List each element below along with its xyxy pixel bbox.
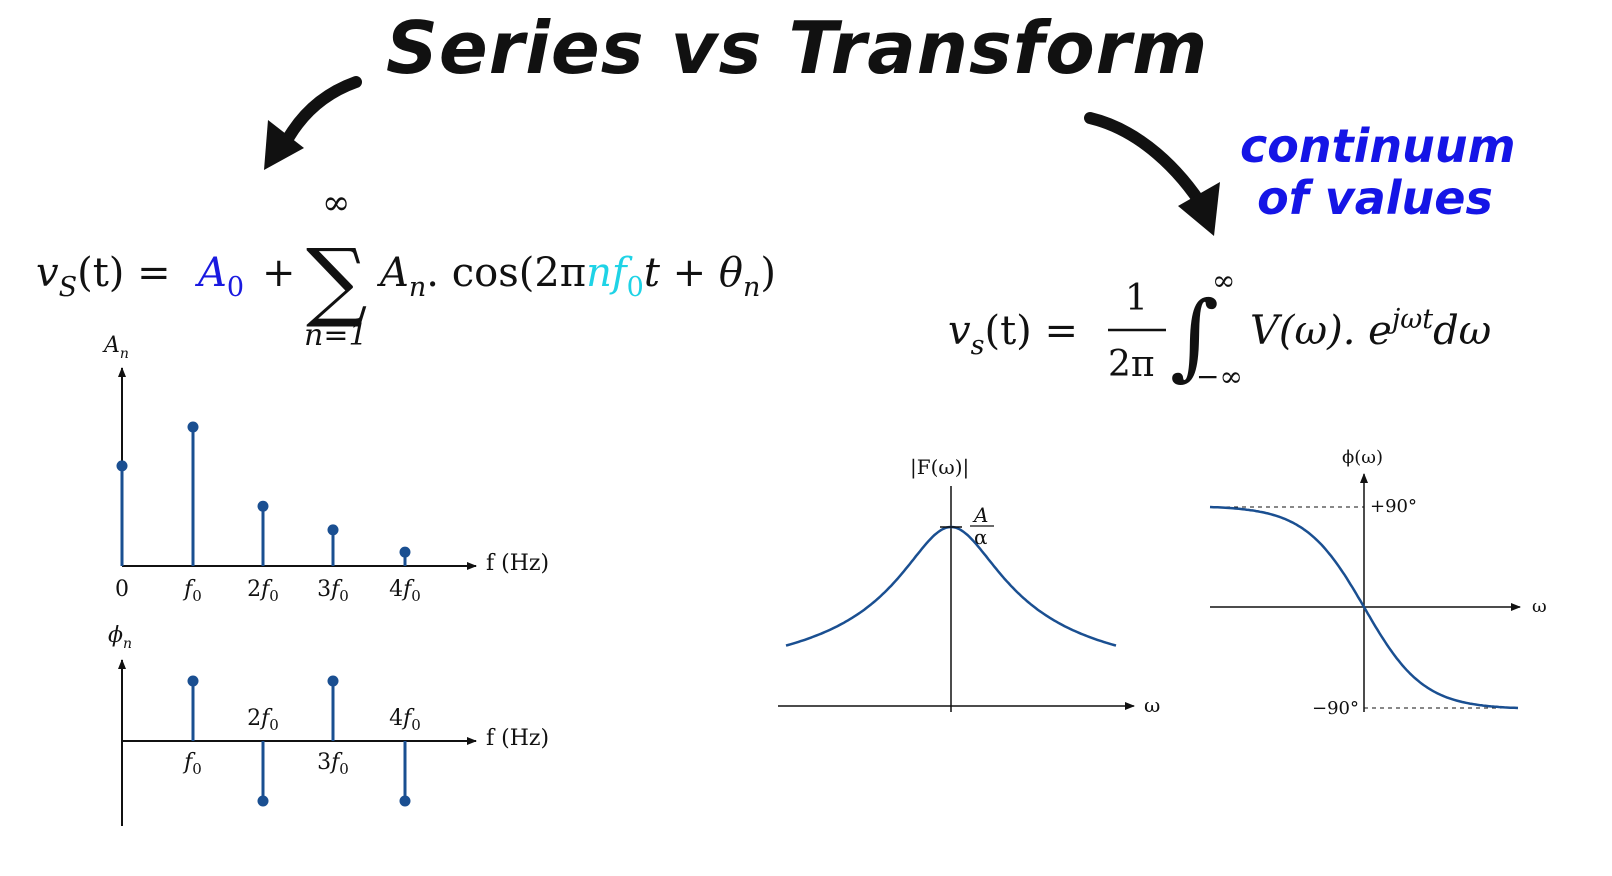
amp-stem-dot <box>257 500 269 512</box>
transform-lhs-v: v <box>948 308 971 354</box>
amp-stem-dot <box>187 421 199 433</box>
svg-text:A0: A0 <box>194 250 244 303</box>
mag-ylabel: |F(ω)| <box>910 455 969 480</box>
fraction-denominator: 2π <box>1108 344 1155 385</box>
phase-stem-dot <box>399 795 411 807</box>
peak-denominator: α <box>974 525 988 549</box>
amp-ylabel-sub: n <box>120 346 129 362</box>
series-f0-sub: 0 <box>627 272 644 303</box>
svg-text:An: An <box>102 333 129 362</box>
peak-numerator: A <box>972 503 988 527</box>
series-theta-sub: n <box>743 272 760 303</box>
amp-stems <box>116 421 411 566</box>
amp-tick-label: 4f0 <box>389 577 421 605</box>
phi-top-label: +90° <box>1370 496 1417 517</box>
transform-body: V(ω). e <box>1250 308 1392 354</box>
svg-text:vs(t) =: vs(t) = <box>948 308 1078 361</box>
magnitude-plot: |F(ω)| A α ω <box>778 455 1160 717</box>
fourier-series-equation: vS(t) = A0 + ∞ ∑ n=1 An. cos(2πnf0t + θn… <box>36 183 776 353</box>
amp-ylabel: A <box>102 333 120 358</box>
svg-text:V(ω). ejωtdω: V(ω). ejωtdω <box>1250 304 1491 354</box>
amp-tick-label: f0 <box>182 577 202 605</box>
phase-ylabel-sub: n <box>123 636 132 652</box>
series-plus: + <box>262 250 296 296</box>
transform-dw: dω <box>1433 308 1491 354</box>
sum-lower-limit: n=1 <box>304 318 368 353</box>
phase-curve <box>1209 505 1519 710</box>
amp-stem-dot <box>399 546 411 558</box>
phase-tick-label: 2f0 <box>247 706 279 734</box>
amp-tick-labels: 0 f0 2f0 3f0 4f0 <box>115 577 421 605</box>
phase-stem-dot <box>327 675 339 687</box>
integral-upper-limit: ∞ <box>1212 264 1235 297</box>
continuum-note: continuum of values <box>1240 119 1516 225</box>
transform-exponent: jωt <box>1387 304 1433 335</box>
series-an-sub: n <box>409 272 426 303</box>
series-a0-sub: 0 <box>227 272 244 303</box>
phase-stem-dot <box>257 795 269 807</box>
note-line-1: continuum <box>1240 119 1516 173</box>
phase-xlabel: f (Hz) <box>486 726 549 751</box>
svg-text:vS(t) =: vS(t) = <box>36 250 171 303</box>
svg-text:ϕn: ϕn <box>108 623 132 652</box>
phase-stems <box>187 675 411 807</box>
amp-tick-label: 3f0 <box>317 577 349 605</box>
phase-tick-label: f0 <box>182 750 202 778</box>
fraction-numerator: 1 <box>1125 278 1148 319</box>
integral-lower-limit: −∞ <box>1196 360 1243 393</box>
series-rest: t + θ <box>644 250 743 296</box>
amp-xlabel: f (Hz) <box>486 551 549 576</box>
series-lhs-arg: (t) = <box>77 250 171 296</box>
series-cos: . cos(2π <box>426 250 586 296</box>
series-a0: A <box>194 250 227 296</box>
sum-symbol: ∑ <box>306 231 367 331</box>
amp-stem-dot <box>116 460 128 472</box>
svg-text:An. cos(2πnf0t + θn): An. cos(2πnf0t + θn) <box>376 250 776 303</box>
series-an: A <box>376 250 409 296</box>
phase-tick-label: 3f0 <box>317 750 349 778</box>
integral-symbol: ∫ <box>1170 282 1219 391</box>
phase-plot: ϕ(ω) +90° −90° ω <box>1209 447 1547 719</box>
phase-tick-label: 4f0 <box>389 706 421 734</box>
transform-lhs-sub: s <box>971 330 985 361</box>
left-curved-arrow <box>264 76 362 170</box>
phi-bottom-label: −90° <box>1312 698 1359 719</box>
note-line-2: of values <box>1257 171 1493 225</box>
right-curved-arrow <box>1084 112 1220 236</box>
phi-ylabel: ϕ(ω) <box>1342 447 1383 468</box>
amp-stem-dot <box>327 524 339 536</box>
series-close: ) <box>760 250 776 296</box>
mag-xlabel: ω <box>1144 693 1160 717</box>
transform-lhs-arg: (t) = <box>984 308 1078 354</box>
phase-ylabel: ϕ <box>108 623 123 648</box>
amp-tick-label: 2f0 <box>247 577 279 605</box>
sum-upper-limit: ∞ <box>322 183 350 223</box>
amp-tick-label: 0 <box>115 577 129 602</box>
series-lhs-sub: S <box>59 272 78 303</box>
amplitude-spectrum: An f (Hz) 0 f0 2f0 3f0 4f0 <box>102 333 549 605</box>
phase-stem-dot <box>187 675 199 687</box>
series-lhs-v: v <box>36 250 59 296</box>
phi-xlabel: ω <box>1532 596 1547 617</box>
page-title: Series vs Transform <box>386 6 1209 90</box>
series-n: n <box>586 250 612 296</box>
phase-spectrum: ϕn f (Hz) f0 2f0 3f0 4f0 <box>108 623 549 826</box>
fourier-transform-equation: vs(t) = 1 2π ∫ ∞ −∞ V(ω). ejωtdω <box>948 264 1491 393</box>
